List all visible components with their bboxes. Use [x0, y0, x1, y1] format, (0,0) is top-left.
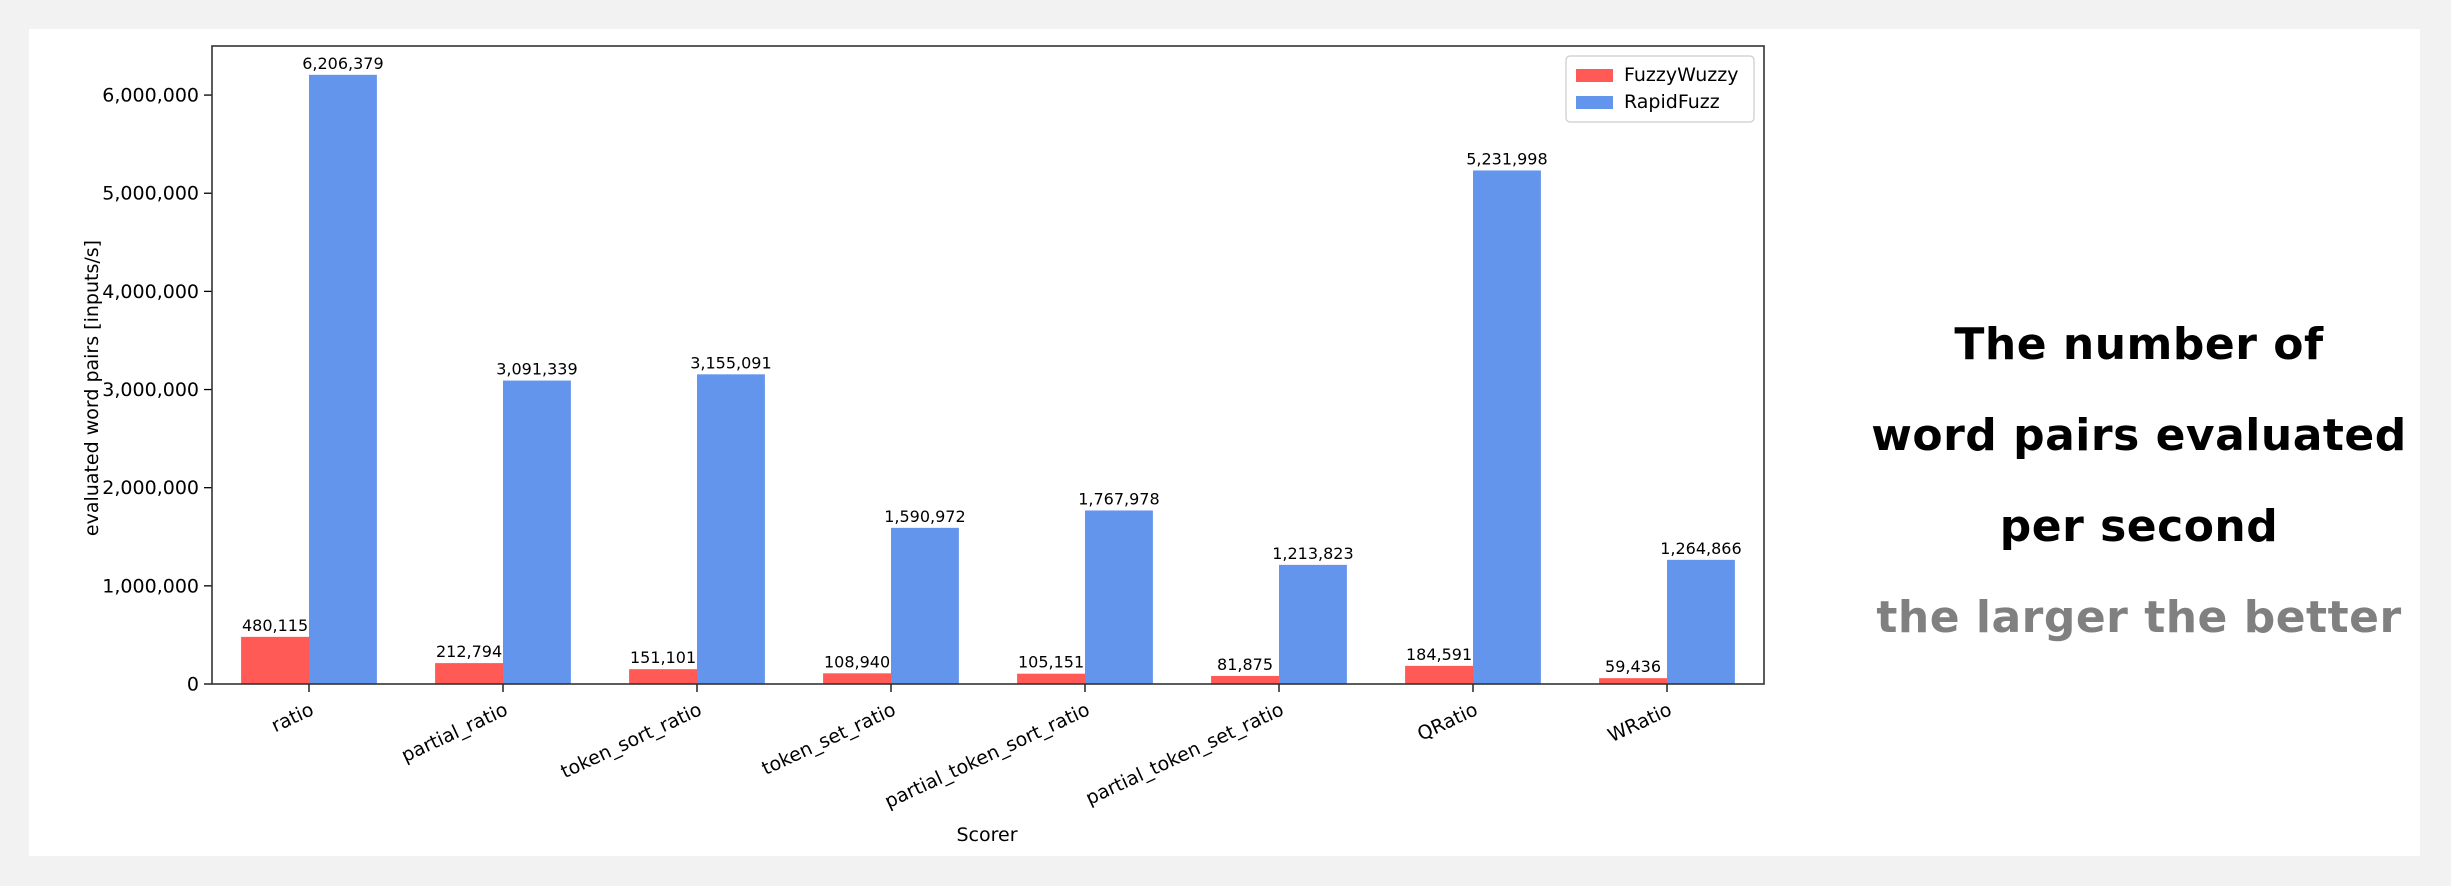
legend-label-rapidfuzz: RapidFuzz — [1624, 91, 1720, 113]
data-label: 59,436 — [1605, 657, 1661, 676]
x-tick-label: QRatio — [1414, 699, 1481, 746]
bar-fuzzywuzzy-partial-token-set-ratio — [1211, 675, 1279, 684]
data-label: 1,213,823 — [1272, 544, 1353, 563]
y-tick-label: 1,000,000 — [102, 575, 199, 597]
y-tick-label: 3,000,000 — [102, 379, 199, 401]
bar-rapidfuzz-partial-ratio — [503, 380, 571, 684]
bar-fuzzywuzzy-token-set-ratio — [823, 673, 891, 684]
bar-rapidfuzz-ratio — [309, 74, 377, 684]
legend-swatch-fuzzywuzzy — [1576, 69, 1613, 82]
bar-chart: 480,115 212,794 151,101 108,940 105,151 81,87… — [81, 45, 1765, 846]
bar-fuzzywuzzy-partial-token-sort-ratio — [1017, 673, 1085, 684]
data-label: 1,264,866 — [1660, 539, 1741, 558]
data-label: 1,767,978 — [1078, 489, 1159, 508]
figure-card: 480,115 212,794 151,101 108,940 105,151 81,87… — [29, 29, 2420, 856]
data-label: 3,091,339 — [496, 360, 577, 379]
x-tick-label: partial_ratio — [398, 699, 511, 767]
legend-label-fuzzywuzzy: FuzzyWuzzy — [1624, 64, 1738, 86]
y-tick-label: 0 — [187, 674, 199, 696]
bar-rapidfuzz-token-sort-ratio — [697, 374, 765, 684]
bar-rapidfuzz-partial-token-set-ratio — [1279, 564, 1347, 684]
caption-line-2: word pairs evaluated — [1871, 410, 2407, 461]
bar-fuzzywuzzy-partial-ratio — [435, 663, 503, 684]
plot-frame — [211, 45, 1765, 685]
x-axis-label: Scorer — [956, 824, 1017, 846]
bar-rapidfuzz-partial-token-sort-ratio — [1085, 510, 1153, 684]
x-tick-label: WRatio — [1605, 699, 1676, 747]
data-label: 81,875 — [1217, 655, 1273, 674]
x-tick-label: ratio — [268, 699, 317, 737]
data-label: 184,591 — [1406, 645, 1472, 664]
bar-rapidfuzz-qratio — [1473, 170, 1541, 684]
legend-swatch-rapidfuzz — [1576, 96, 1613, 109]
bar-fuzzywuzzy-ratio — [241, 636, 309, 684]
data-label: 3,155,091 — [690, 353, 771, 372]
x-tick-label: token_sort_ratio — [557, 699, 705, 783]
bar-rapidfuzz-wratio — [1667, 559, 1735, 684]
bar-fuzzywuzzy-qratio — [1405, 665, 1473, 684]
data-label: 5,231,998 — [1466, 149, 1547, 168]
y-tick-label: 6,000,000 — [102, 85, 199, 107]
y-tick-label: 5,000,000 — [102, 183, 199, 205]
y-tick-label: 4,000,000 — [102, 281, 199, 303]
caption-line-4: the larger the better — [1876, 592, 2402, 643]
bar-fuzzywuzzy-wratio — [1599, 678, 1667, 684]
caption-text: The number of word pairs evaluated per s… — [1849, 299, 2429, 663]
data-label: 6,206,379 — [302, 54, 383, 73]
data-label: 1,590,972 — [884, 507, 965, 526]
x-tick-label: token_set_ratio — [758, 699, 899, 780]
caption-line-3: per second — [1999, 501, 2279, 552]
y-tick-label: 2,000,000 — [102, 477, 199, 499]
data-label: 151,101 — [630, 648, 696, 667]
data-label: 108,940 — [824, 652, 890, 671]
x-tick-label: partial_token_set_ratio — [1082, 699, 1287, 810]
bar-fuzzywuzzy-token-sort-ratio — [629, 669, 697, 684]
plot-area: 480,115 212,794 151,101 108,940 105,151 81,87… — [102, 45, 1765, 813]
y-axis-label: evaluated word pairs [inputs/s] — [81, 240, 103, 536]
data-label: 480,115 — [242, 616, 308, 635]
caption-line-1: The number of — [1954, 319, 2324, 370]
x-tick-label: partial_token_sort_ratio — [881, 699, 1093, 813]
bar-rapidfuzz-token-set-ratio — [891, 527, 959, 684]
data-label: 105,151 — [1018, 653, 1084, 672]
data-label: 212,794 — [436, 642, 502, 661]
